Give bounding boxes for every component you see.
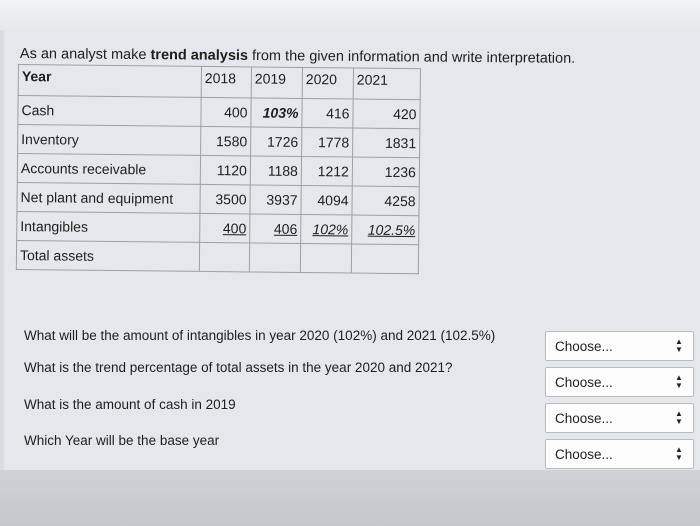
data-table: Year 2018 2019 2020 2021 Cash 400 103% 4… [16, 64, 421, 274]
table-row: Cash 400 103% 416 420 [17, 95, 421, 129]
select-intangibles[interactable]: Choose... ▲ ▼ [545, 331, 694, 361]
cell: 102.5% [351, 215, 419, 245]
cell [300, 243, 352, 274]
row-label: Intangibles [16, 211, 200, 243]
table-header-row: Year 2018 2019 2020 2021 [18, 64, 421, 100]
cell: 1236 [352, 157, 420, 187]
up-down-arrow-icon: ▲ ▼ [675, 373, 683, 390]
row-label: Accounts receivable [17, 153, 201, 185]
cell [249, 242, 301, 273]
table-row: Accounts receivable 1120 1188 1212 1236 [17, 153, 420, 187]
question-cash-2019: What is the amount of cash in 2019 [24, 397, 236, 412]
question-prefix: As an analyst make [19, 46, 151, 64]
question-total-assets: What is the trend percentage of total as… [24, 360, 453, 375]
up-down-arrow-icon: ▲ ▼ [675, 445, 683, 462]
table-row: Inventory 1580 1726 1778 1831 [17, 124, 420, 158]
question-suffix: from the given information and write int… [247, 47, 576, 67]
bottom-band [0, 470, 700, 526]
cell: 1778 [301, 127, 353, 158]
select-value: Choose... [555, 411, 613, 426]
cell: 400 [199, 213, 250, 243]
cell: 1726 [250, 126, 302, 157]
row-label: Total assets [16, 240, 200, 272]
top-band [0, 0, 700, 30]
table-row: Total assets [16, 240, 419, 274]
cell: 4094 [300, 185, 353, 216]
cell: 420 [352, 99, 421, 129]
select-total-assets[interactable]: Choose... ▲ ▼ [545, 367, 694, 397]
cell: 1580 [200, 126, 251, 156]
select-value: Choose... [555, 375, 613, 390]
year-2021: 2021 [353, 68, 421, 100]
cell: 1831 [352, 128, 420, 158]
table-row: Net plant and equipment 3500 3937 4094 4… [16, 182, 420, 216]
year-2018: 2018 [201, 66, 252, 98]
cell: 400 [200, 97, 252, 127]
question-bold: trend analysis [150, 47, 249, 64]
row-label: Net plant and equipment [16, 182, 201, 214]
row-label: Cash [17, 95, 202, 127]
cell: 4258 [351, 186, 420, 216]
cell: 103% [250, 97, 303, 128]
cell: 416 [301, 98, 354, 129]
cell: 102% [300, 214, 352, 245]
cell [199, 242, 250, 272]
select-base-year[interactable]: Choose... ▲ ▼ [545, 439, 694, 469]
cell [351, 244, 419, 274]
question-base-year: Which Year will be the base year [24, 433, 220, 448]
cell: 1212 [301, 156, 353, 187]
question-intangibles: What will be the amount of intangibles i… [24, 328, 496, 343]
header-label: Year [18, 64, 202, 98]
cell: 1188 [250, 155, 302, 186]
cell: 3500 [199, 184, 251, 214]
year-2019: 2019 [251, 66, 303, 99]
up-down-arrow-icon: ▲ ▼ [675, 337, 683, 354]
select-value: Choose... [555, 339, 613, 354]
select-value: Choose... [555, 447, 613, 462]
cell: 1120 [200, 155, 251, 185]
cell: 3937 [249, 184, 302, 215]
year-2020: 2020 [302, 67, 354, 100]
cell: 406 [249, 213, 301, 244]
table-row: Intangibles 400 406 102% 102.5% [16, 211, 419, 245]
up-down-arrow-icon: ▲ ▼ [675, 409, 683, 426]
select-cash-2019[interactable]: Choose... ▲ ▼ [545, 403, 694, 433]
row-label: Inventory [17, 124, 201, 156]
